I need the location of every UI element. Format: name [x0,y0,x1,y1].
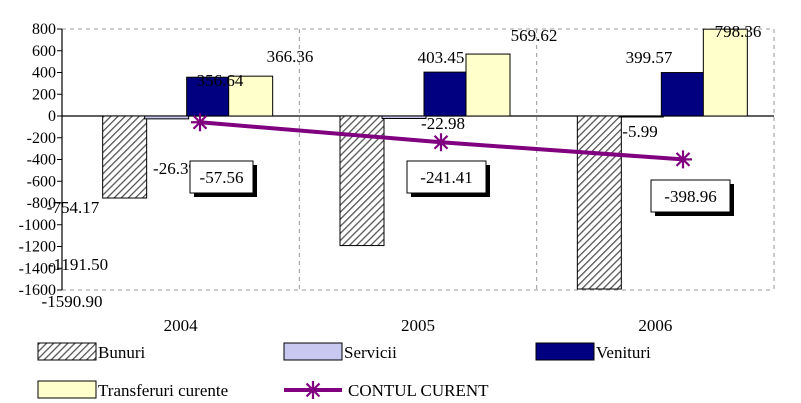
y-tick-label: 0 [48,108,56,125]
line-data-label: -398.96 [664,187,716,206]
bar-transferuri-curente [702,28,748,117]
bar-venituri [423,71,469,117]
line-star-marker [674,150,692,169]
y-tick-label: -1600 [19,282,56,299]
line-star-marker [432,133,450,152]
line-data-label: -57.56 [200,168,244,187]
bar-bunuri [102,115,148,199]
x-category-label: 2005 [401,316,435,335]
x-category-label: 2004 [164,316,199,335]
bar-data-label: -26.39 [153,159,197,178]
y-tick-label: -600 [27,173,56,190]
y-tick-label: -800 [27,195,56,212]
label-box [406,160,487,194]
line-star-marker [191,113,209,132]
y-tick-label: -400 [27,152,56,169]
bar-data-label: -754.17 [47,198,100,217]
bar-data-label: -1590.90 [42,292,103,311]
bar-data-label: 366.36 [267,47,314,66]
bar-transferuri-curente [228,75,274,117]
x-category-label: 2006 [638,316,672,335]
bar-data-label: -22.98 [421,114,465,133]
gridlines [62,28,775,291]
legend-swatch [37,380,97,399]
current-account-line [191,113,692,169]
bar-venituri [186,76,232,117]
bar-servicii [618,115,664,118]
bar-transferuri-curente [465,53,511,117]
y-tick-label: 400 [32,65,56,82]
bar-data-label: 403.45 [418,48,465,67]
bar-data-label: 798.36 [715,22,762,41]
line-data-label: -241.41 [420,168,472,187]
y-tick-label: -200 [27,130,56,147]
legend-label: Bunuri [98,343,146,362]
legend: Bunuri Servicii Venituri Transferuri curent… [37,342,651,400]
y-tick-label: 800 [32,21,56,38]
bar-data-label: 569.62 [511,26,558,45]
bar-data-label: 356.64 [197,71,244,90]
y-tick-label: -1400 [19,260,56,277]
y-tick-label: -1000 [19,217,56,234]
legend-swatch [37,342,97,361]
bar-bunuri [576,115,622,290]
bar-servicii [144,115,190,120]
legend-swatch [535,342,595,361]
y-tick-label: 600 [32,43,56,60]
bar-data-label: -1191.50 [48,255,108,274]
bar-servicii [381,115,427,119]
bar-venituri [660,72,706,117]
legend-label: Venituri [596,343,651,362]
legend-label: Transferuri curente [98,381,228,400]
bar-data-label: 399.57 [626,48,673,67]
label-box [650,179,731,213]
y-tick-label: -1200 [19,239,56,256]
legend-label: Servicii [344,343,397,362]
bars [102,28,748,290]
label-box [189,160,254,194]
legend-star-marker [304,381,322,399]
y-tick-label: 200 [32,86,56,103]
legend-label: CONTUL CURENT [348,381,489,400]
bar-data-label: -5.99 [622,122,657,141]
legend-swatch [283,342,343,361]
data-labels: -754.17 -1191.50 -1590.90 -26.39 -22.98 -5.99… [42,22,762,311]
